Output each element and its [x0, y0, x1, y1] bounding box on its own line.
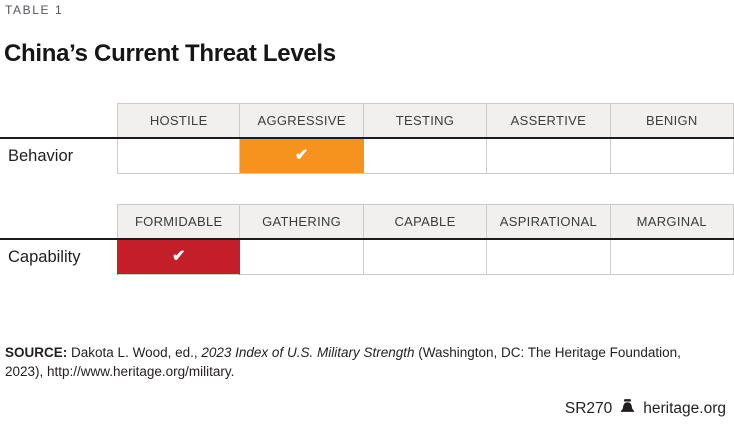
checkmark-icon: ✔	[294, 147, 309, 164]
footer: SR270 heritage.org	[565, 399, 726, 419]
behavior-cell-aggressive-checked: ✔	[240, 139, 364, 174]
capability-cell-gathering	[240, 240, 364, 275]
capability-cell-formidable-checked: ✔	[117, 240, 241, 275]
checkmark-icon: ✔	[171, 248, 186, 265]
table-number-tag: TABLE 1	[5, 3, 64, 17]
source-label: SOURCE:	[5, 344, 68, 360]
capability-header-marginal: MARGINAL	[610, 204, 734, 238]
liberty-bell-icon	[619, 399, 636, 419]
source-text: Dakota L. Wood, ed.,	[71, 344, 198, 360]
source-publication-title: 2023 Index of U.S. Military Strength	[201, 344, 415, 360]
capability-header-aspirational: ASPIRATIONAL	[487, 204, 611, 238]
behavior-header-assertive: ASSERTIVE	[487, 103, 611, 137]
behavior-table-corner	[0, 103, 117, 137]
behavior-header-aggressive: AGGRESSIVE	[240, 103, 364, 137]
capability-header-formidable: FORMIDABLE	[117, 204, 241, 238]
behavior-cell-testing	[363, 139, 488, 174]
behavior-row-label: Behavior	[8, 147, 74, 165]
capability-cell-aspirational	[487, 240, 611, 275]
capability-row-label: Capability	[8, 248, 81, 266]
site-name: heritage.org	[643, 400, 726, 417]
behavior-cell-benign	[610, 139, 734, 174]
capability-header-capable: CAPABLE	[363, 204, 488, 238]
capability-table: FORMIDABLE GATHERING CAPABLE ASPIRATIONA…	[0, 204, 734, 275]
capability-table-corner	[0, 204, 117, 238]
behavior-table: HOSTILE AGGRESSIVE TESTING ASSERTIVE BEN…	[0, 103, 734, 174]
behavior-cell-hostile	[117, 139, 241, 174]
behavior-header-benign: BENIGN	[610, 103, 734, 137]
behavior-table-divider	[0, 137, 734, 139]
report-id: SR270	[564, 400, 613, 417]
capability-cell-capable	[363, 240, 488, 275]
capability-table-divider	[0, 238, 734, 240]
behavior-cell-assertive	[487, 139, 611, 174]
capability-header-gathering: GATHERING	[240, 204, 364, 238]
behavior-header-testing: TESTING	[363, 103, 488, 137]
source-text-continued: (Washington, DC: The Heritage Foundation…	[5, 344, 681, 379]
source-citation: SOURCE: Dakota L. Wood, ed., 2023 Index …	[5, 343, 711, 381]
behavior-header-hostile: HOSTILE	[117, 103, 241, 137]
capability-cell-marginal	[610, 240, 734, 275]
page-title: China’s Current Threat Levels	[4, 40, 336, 68]
